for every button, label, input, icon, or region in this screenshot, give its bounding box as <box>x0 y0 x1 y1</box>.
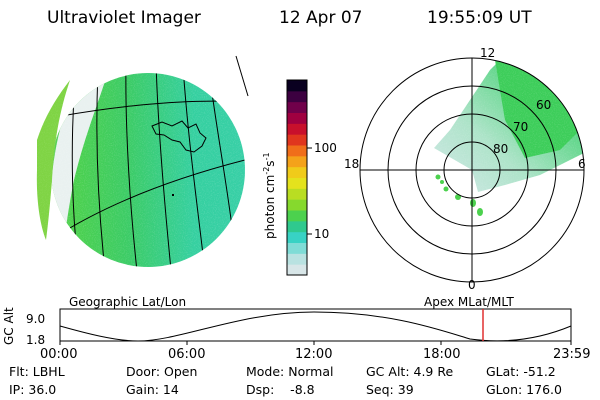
colorbar <box>286 79 312 276</box>
x-tick-1800: 18:00 <box>423 347 461 362</box>
y-min-label: 1.8 <box>26 333 46 347</box>
globe-image <box>36 55 249 267</box>
info-glon: GLon: 176.0 <box>486 382 562 397</box>
mlt-label-18: 18 <box>344 157 360 171</box>
colorbar-cells <box>287 80 307 276</box>
colorbar-cell <box>287 112 307 124</box>
colorbar-cell <box>287 145 307 157</box>
y-max-label: 9.0 <box>26 312 46 326</box>
colorbar-cell <box>287 210 307 222</box>
info-glat: GLat: -51.2 <box>486 364 556 379</box>
colorbar-cell <box>287 264 307 276</box>
info-gc-alt: GC Alt: 4.9 Re <box>366 364 454 379</box>
colorbar-cell <box>287 177 307 189</box>
info-gain: Gain: 14 <box>126 382 179 397</box>
polar-plot <box>359 57 585 283</box>
app-title: Ultraviolet Imager <box>47 8 201 28</box>
colorbar-cell <box>287 155 307 168</box>
colorbar-cell <box>287 134 307 146</box>
mlt-label-6: 6 <box>578 157 586 171</box>
geographic-label: Geographic Lat/Lon <box>69 295 187 309</box>
x-tick-1200: 12:00 <box>295 347 333 362</box>
apex-label: Apex MLat/MLT <box>424 295 514 309</box>
colorbar-unit-label: photon cm-2s-1 <box>262 152 277 239</box>
colorbar-cell <box>287 80 307 92</box>
colorbar-cell <box>287 90 307 103</box>
x-tick-0600: 06:00 <box>168 347 206 362</box>
info-mode: Mode: Normal <box>246 364 334 379</box>
lat-label-60: 60 <box>536 98 552 112</box>
x-tick-2359: 23:59 <box>553 347 591 362</box>
x-tick-0000: 00:00 <box>40 347 78 362</box>
lat-label-70: 70 <box>513 120 529 134</box>
colorbar-cell <box>287 188 307 200</box>
colorbar-cell <box>287 231 307 243</box>
colorbar-cell <box>287 101 307 113</box>
altitude-plot <box>59 308 572 345</box>
info-dsp: Dsp: -8.8 <box>246 382 315 397</box>
colorbar-cell <box>287 220 307 233</box>
lat-label-80: 80 <box>493 142 509 156</box>
colorbar-cell <box>287 242 307 254</box>
info-ip: IP: 36.0 <box>9 382 57 397</box>
info-flt: Flt: LBHL <box>9 364 65 379</box>
time-label: 19:55:09 UT <box>427 8 532 28</box>
info-door: Door: Open <box>126 364 198 379</box>
gc-alt-axis-title: GC Alt <box>2 307 16 345</box>
mlt-label-12: 12 <box>480 46 496 60</box>
colorbar-cell <box>287 253 307 265</box>
date-label: 12 Apr 07 <box>279 8 363 28</box>
colorbar-cell <box>287 199 307 211</box>
colorbar-tick-100: 100 <box>314 141 337 155</box>
colorbar-cell <box>287 123 307 135</box>
mlt-label-0: 0 <box>468 278 476 292</box>
info-seq: Seq: 39 <box>366 382 414 397</box>
colorbar-tick-10: 10 <box>314 227 330 241</box>
colorbar-cell <box>287 166 307 178</box>
